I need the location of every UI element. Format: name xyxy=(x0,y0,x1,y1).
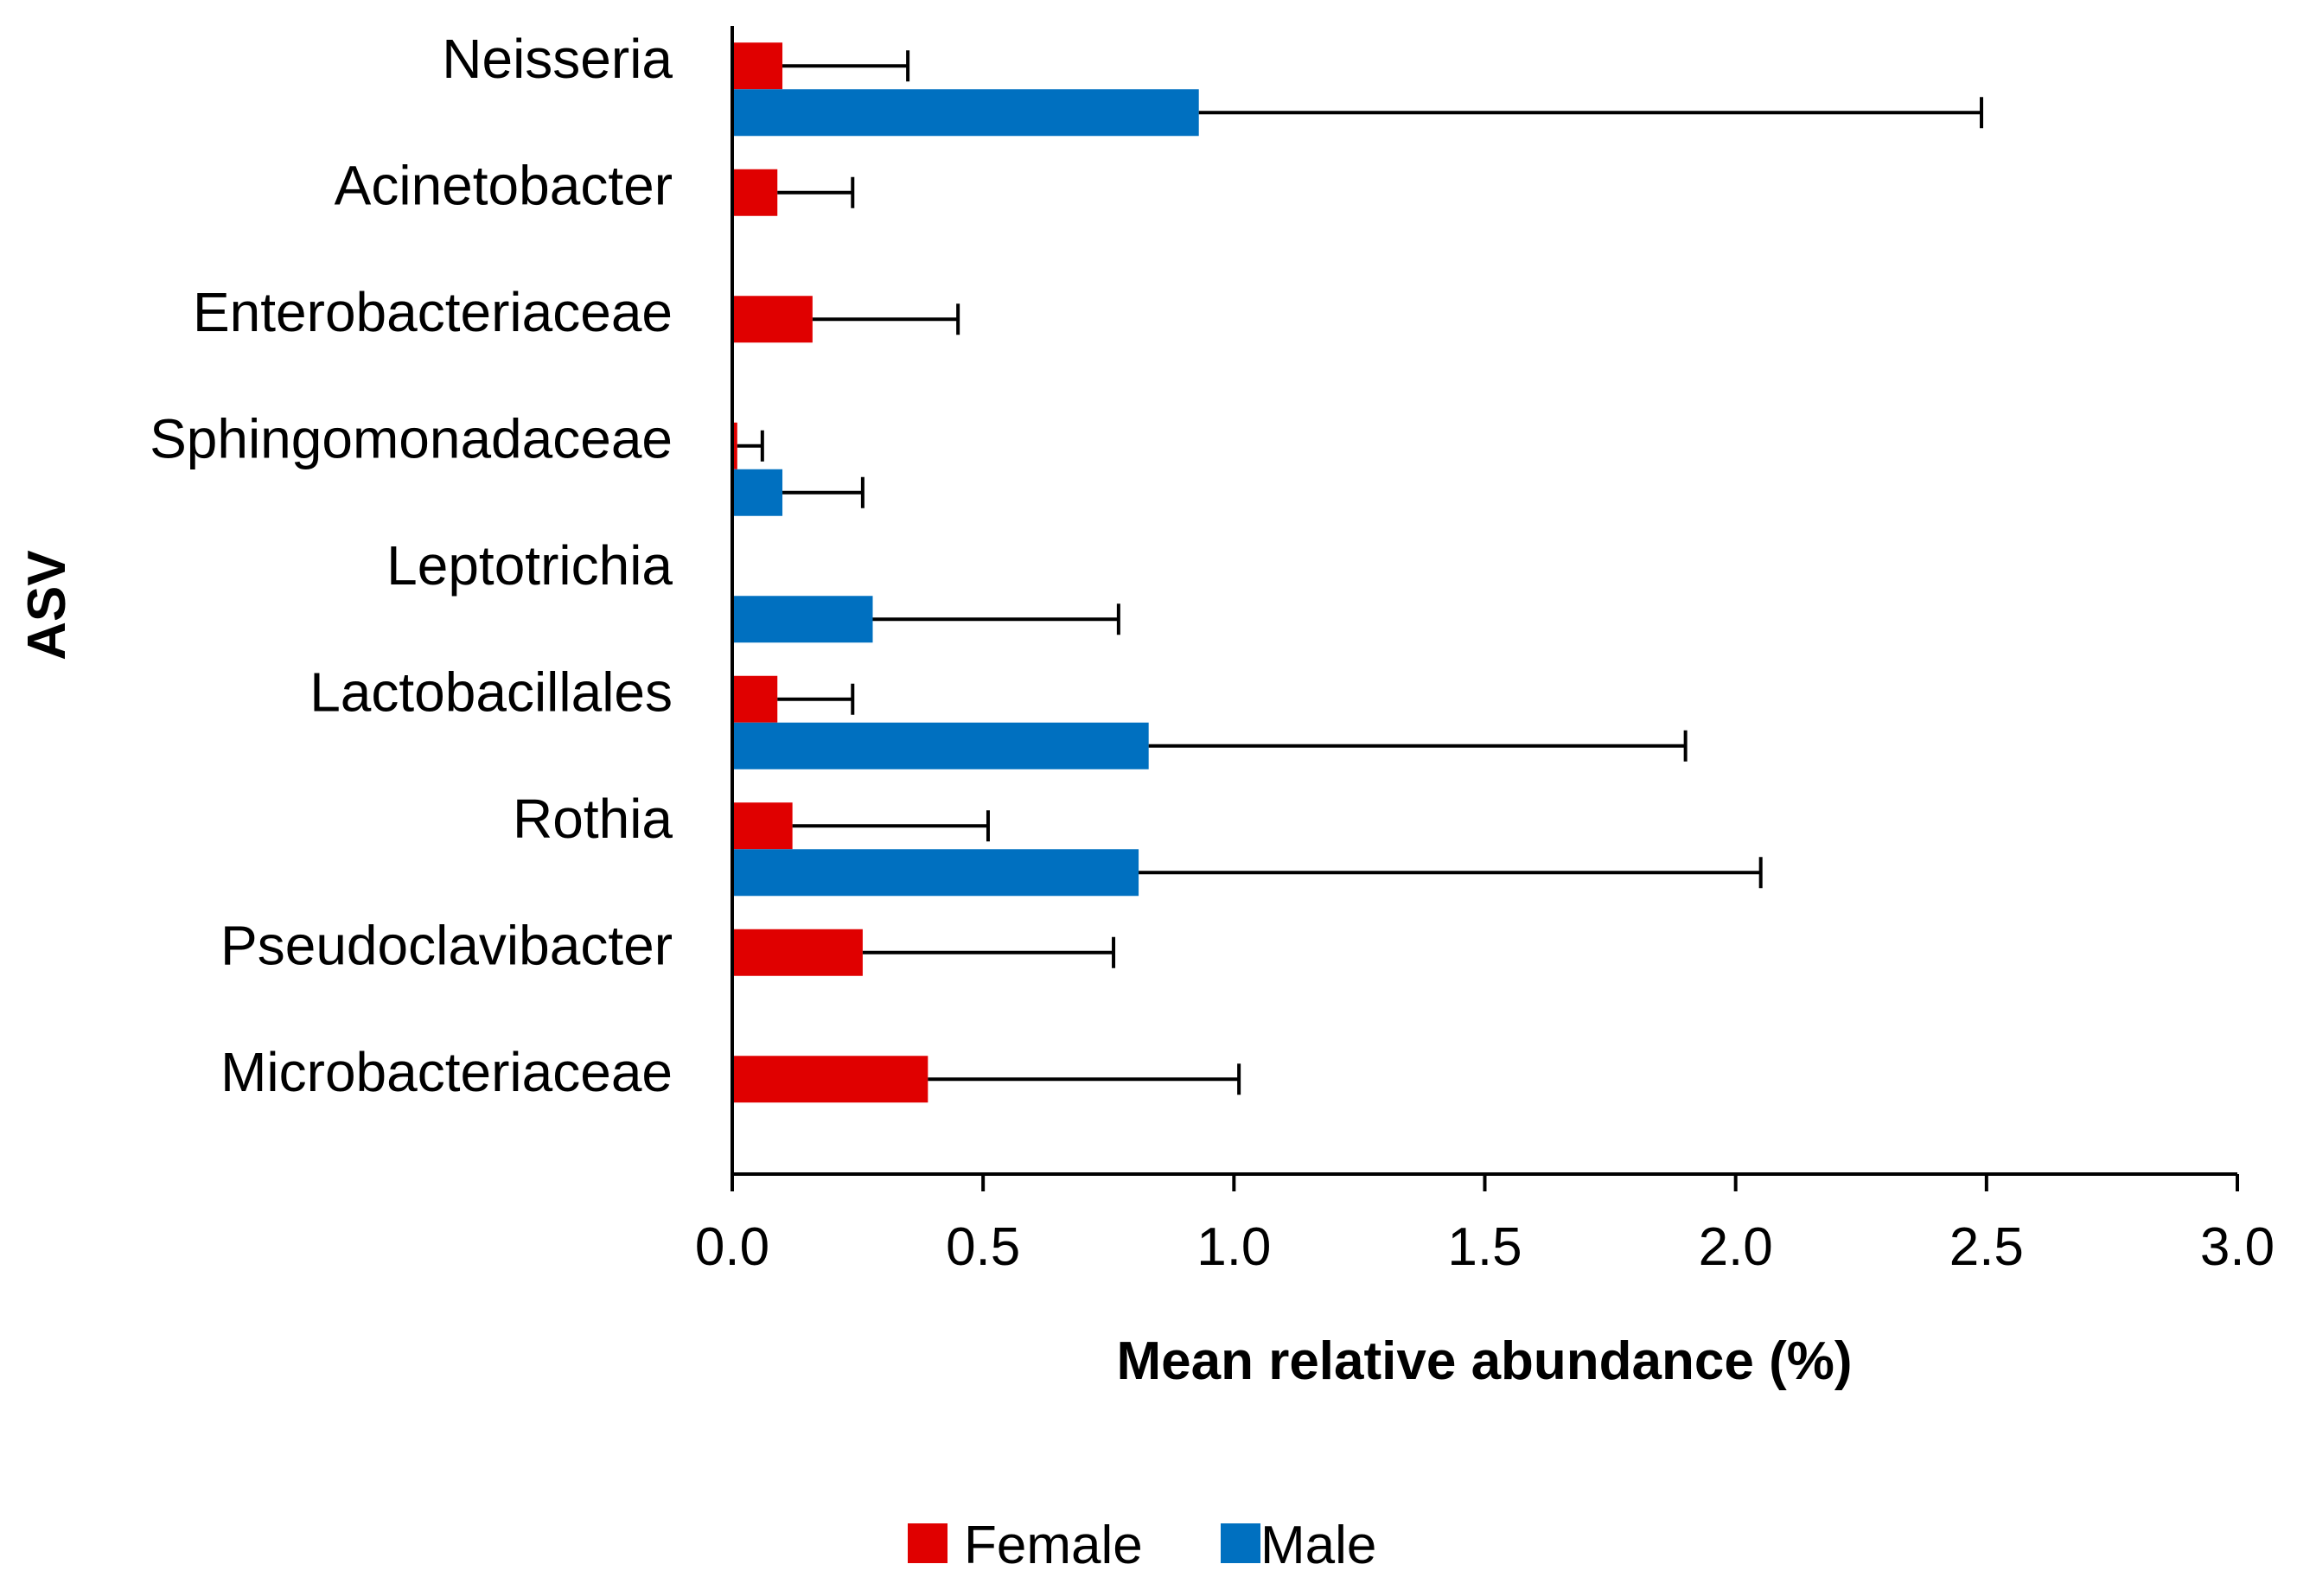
axes xyxy=(731,26,2237,1176)
category-label-microbacteriaceae: Microbacteriaceae xyxy=(220,1041,673,1103)
bar-female-neisseria xyxy=(732,42,783,90)
bar-male-leptotrichia xyxy=(732,596,873,643)
bar-female-enterobacteriaceae xyxy=(732,296,813,343)
bar-female-lactobacillales xyxy=(732,675,778,723)
category-label-acinetobacter: Acinetobacter xyxy=(335,155,673,217)
category-label-neisseria: Neisseria xyxy=(442,28,673,90)
error-bars xyxy=(737,50,1984,1095)
x-axis-title: Mean relative abundance (%) xyxy=(1116,1331,1852,1391)
legend-swatch-female xyxy=(908,1523,948,1563)
category-label-leptotrichia: Leptotrichia xyxy=(386,534,673,597)
bar-female-pseudoclavibacter xyxy=(732,929,863,976)
x-tick-label: 3.0 xyxy=(2200,1217,2275,1277)
category-label-pseudoclavibacter: Pseudoclavibacter xyxy=(220,915,673,977)
x-tick-label: 1.0 xyxy=(1196,1217,1271,1277)
bar-female-microbacteriaceae xyxy=(732,1056,928,1103)
category-labels: Neisseria Acinetobacter Enterobacteriaceae… xyxy=(150,28,673,1103)
x-tick-label: 2.0 xyxy=(1699,1217,1773,1277)
x-tick-label: 1.5 xyxy=(1447,1217,1522,1277)
bar-female-rothia xyxy=(732,802,793,850)
y-axis-title: ASV xyxy=(17,550,77,660)
legend: Female Male xyxy=(908,1516,1376,1575)
x-ticks: 0.0 0.5 1.0 1.5 2.0 2.5 3.0 xyxy=(695,1174,2275,1277)
x-tick-label: 2.5 xyxy=(1949,1217,2024,1277)
legend-label-female: Female xyxy=(964,1516,1143,1575)
bar-male-sphingomonadaceae xyxy=(732,469,783,516)
bars xyxy=(732,42,1199,1103)
legend-label-male: Male xyxy=(1260,1516,1376,1575)
x-tick-label: 0.5 xyxy=(946,1217,1020,1277)
bar-male-neisseria xyxy=(732,89,1199,137)
category-label-sphingomonadaceae: Sphingomonadaceae xyxy=(150,408,673,470)
bar-female-acinetobacter xyxy=(732,169,778,216)
bar-female-sphingomonadaceae xyxy=(732,422,737,469)
category-label-enterobacteriaceae: Enterobacteriaceae xyxy=(193,281,673,343)
x-tick-label: 0.0 xyxy=(695,1217,769,1277)
bar-male-lactobacillales xyxy=(732,722,1149,769)
category-label-lactobacillales: Lactobacillales xyxy=(309,661,673,724)
bar-male-rothia xyxy=(732,849,1139,897)
category-label-rothia: Rothia xyxy=(513,788,673,850)
legend-swatch-male xyxy=(1221,1523,1260,1563)
